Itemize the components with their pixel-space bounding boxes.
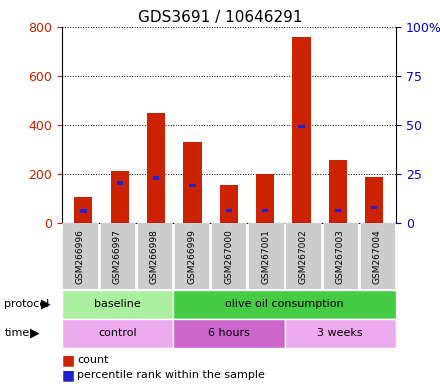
Text: time: time <box>4 328 29 338</box>
Text: GSM267002: GSM267002 <box>299 229 308 284</box>
Text: baseline: baseline <box>94 299 141 310</box>
Text: ■: ■ <box>62 368 75 382</box>
Text: GSM266998: GSM266998 <box>150 229 159 284</box>
Text: percentile rank within the sample: percentile rank within the sample <box>77 370 265 380</box>
Bar <box>111 171 129 223</box>
Text: GSM267003: GSM267003 <box>336 229 345 284</box>
Text: GSM267004: GSM267004 <box>373 229 382 284</box>
Bar <box>183 142 202 223</box>
Bar <box>298 125 304 129</box>
Bar <box>262 209 268 212</box>
Text: GSM266996: GSM266996 <box>76 229 84 284</box>
Bar <box>189 184 196 187</box>
Bar <box>365 177 383 223</box>
Text: ▶: ▶ <box>29 327 39 339</box>
Bar <box>226 209 232 212</box>
Text: GSM267001: GSM267001 <box>261 229 271 284</box>
Bar <box>335 209 341 212</box>
Text: control: control <box>98 328 137 338</box>
Bar <box>147 113 165 223</box>
Text: GSM266999: GSM266999 <box>187 229 196 284</box>
Text: GSM266997: GSM266997 <box>113 229 122 284</box>
Text: count: count <box>77 355 109 365</box>
Bar <box>293 37 311 223</box>
Text: 3 weeks: 3 weeks <box>317 328 363 338</box>
Bar <box>153 176 159 180</box>
Text: ■: ■ <box>62 353 75 367</box>
Text: olive oil consumption: olive oil consumption <box>225 299 344 310</box>
Text: protocol: protocol <box>4 299 50 310</box>
Text: ▶: ▶ <box>40 298 50 311</box>
Bar <box>117 181 123 185</box>
Text: GSM267000: GSM267000 <box>224 229 233 284</box>
Bar <box>329 160 347 223</box>
Bar <box>371 205 378 209</box>
Bar <box>74 197 92 223</box>
Text: GDS3691 / 10646291: GDS3691 / 10646291 <box>138 10 302 25</box>
Bar <box>256 174 274 223</box>
Bar <box>220 185 238 223</box>
Bar <box>80 209 87 213</box>
Text: 6 hours: 6 hours <box>208 328 250 338</box>
